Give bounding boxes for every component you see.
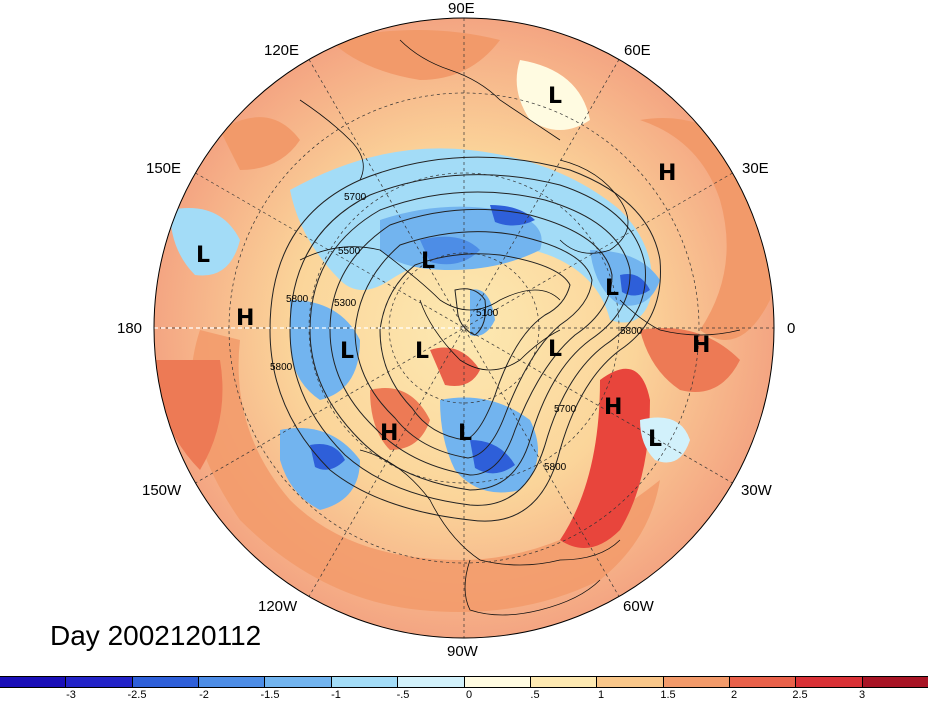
colorbar-tick: 1.5 <box>660 689 676 701</box>
pressure-marker-l8: L <box>458 421 472 446</box>
contour-label: 5800 <box>620 326 643 337</box>
colorbar-tick: -1.5 <box>260 689 280 701</box>
colorbar-tick: 2 <box>730 689 738 701</box>
colorbar-swatch <box>0 677 67 687</box>
pressure-marker-l3: L <box>421 249 435 274</box>
colorbar-swatch <box>796 677 863 687</box>
pressure-marker-h4: H <box>604 395 622 420</box>
colorbar-tick: -.5 <box>396 689 410 701</box>
colorbar-tick: .5 <box>530 689 540 701</box>
lon-label-120e: 120E <box>264 42 300 59</box>
lon-label-180: 180 <box>117 320 143 337</box>
colorbar-swatch <box>398 677 465 687</box>
pressure-marker-l6: L <box>415 339 429 364</box>
pressure-marker-h1: H <box>658 161 676 186</box>
colorbar-swatch <box>729 677 797 687</box>
contour-label: 5800 <box>544 462 567 473</box>
lon-label-150w: 150W <box>142 482 182 499</box>
colorbar-swatch <box>530 677 598 687</box>
lon-label-60w: 60W <box>623 598 654 615</box>
coastlines <box>299 39 741 616</box>
colorbar-tick: -1 <box>331 689 341 701</box>
contour-label: 5800 <box>286 294 309 305</box>
contour-label: 5500 <box>338 246 361 257</box>
lon-label-120w: 120W <box>258 598 298 615</box>
graticule <box>154 18 774 638</box>
anomaly-field <box>154 18 774 638</box>
colorbar-tick: -2 <box>199 689 209 701</box>
lon-label-60e: 60E <box>624 42 651 59</box>
pressure-marker-l9: L <box>648 427 662 452</box>
colorbar-tick: -2.5 <box>127 689 147 701</box>
colorbar-swatch <box>331 677 399 687</box>
pressure-markers: L H H L H L L L L H L H H L L <box>196 84 710 452</box>
colorbar-swatch <box>862 677 928 687</box>
day-label: Day 2002120112 <box>50 620 262 651</box>
colorbar-tick: 3 <box>858 689 866 701</box>
lon-label-90w: 90W <box>447 643 478 660</box>
lon-label-30w: 30W <box>741 482 772 499</box>
pressure-marker-l1: L <box>548 84 562 109</box>
contour-label: 5100 <box>476 308 499 319</box>
pressure-marker-l4: L <box>605 276 619 301</box>
pressure-marker-h2: H <box>236 306 254 331</box>
colorbar-swatch <box>464 677 531 687</box>
lon-label-150e: 150E <box>146 160 182 177</box>
colorbar-tick: 1 <box>597 689 605 701</box>
lon-label-90e: 90E <box>448 0 475 17</box>
contour-label: 5800 <box>270 362 293 373</box>
colorbar-swatch <box>132 677 200 687</box>
colorbar-tick: 0 <box>465 689 473 701</box>
colorbar-swatch <box>66 677 133 687</box>
colorbar-tick: -3 <box>66 689 76 701</box>
lon-label-30e: 30E <box>742 160 769 177</box>
map-boundary <box>153 17 775 639</box>
contour-labels: 5700 5500 5800 5300 5800 5700 5800 5800 … <box>270 192 643 473</box>
pressure-marker-l5: L <box>340 339 354 364</box>
contour-label: 5700 <box>344 192 367 203</box>
contour-label: 5300 <box>334 298 357 309</box>
pressure-marker-h5: H <box>380 421 398 446</box>
colorbar-swatch <box>663 677 730 687</box>
colorbar-swatch <box>265 677 332 687</box>
pressure-marker-l2: L <box>196 243 210 268</box>
colorbar <box>0 676 928 688</box>
lon-label-0: 0 <box>787 320 796 337</box>
colorbar-swatch <box>199 677 266 687</box>
pressure-marker-l7: L <box>548 337 562 362</box>
colorbar-tick: 2.5 <box>792 689 808 701</box>
pressure-marker-h3: H <box>692 333 710 358</box>
colorbar-swatch <box>597 677 664 687</box>
contour-label: 5700 <box>554 404 577 415</box>
